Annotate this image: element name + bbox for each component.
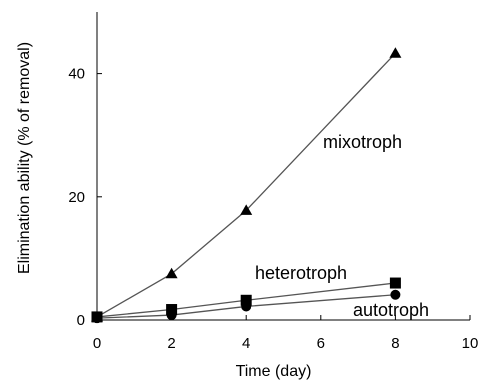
data-point-mixotroph <box>240 204 253 215</box>
x-tick-label: 8 <box>391 335 399 352</box>
x-tick-label: 10 <box>462 335 479 352</box>
axes <box>96 12 470 321</box>
series-line-heterotroph <box>96 282 396 318</box>
series-label-heterotroph: heterotroph <box>255 263 347 283</box>
series-points <box>91 47 402 324</box>
data-point-autotroph <box>166 310 177 321</box>
x-tick-label: 4 <box>242 335 250 352</box>
series-line-mixotroph <box>96 52 396 318</box>
data-point-heterotroph <box>166 304 178 316</box>
data-point-autotroph <box>241 301 252 312</box>
data-point-autotroph <box>92 313 102 324</box>
x-tick-label: 0 <box>93 335 101 352</box>
series-lines <box>96 52 396 319</box>
y-ticks: 0 20 40 <box>68 66 102 329</box>
series-labels: mixotroph heterotroph autotroph <box>255 132 429 320</box>
data-point-heterotroph <box>240 294 252 306</box>
series-line-autotroph <box>96 294 396 319</box>
y-tick-label: 40 <box>68 66 85 83</box>
data-point-autotroph <box>390 289 401 300</box>
x-tick-label: 2 <box>167 335 175 352</box>
data-point-mixotroph <box>389 47 402 58</box>
series-label-mixotroph: mixotroph <box>323 132 402 152</box>
x-ticks: 0 2 4 6 8 10 <box>93 315 479 352</box>
x-tick-label: 6 <box>317 335 325 352</box>
y-axis-title: Elimination ability (% of removal) <box>16 42 33 274</box>
data-point-mixotroph <box>165 267 178 279</box>
y-tick-label: 20 <box>68 189 85 206</box>
series-label-autotroph: autotroph <box>353 300 429 320</box>
y-tick-label: 0 <box>77 312 85 329</box>
data-point-heterotroph <box>389 277 401 289</box>
x-axis-title: Time (day) <box>236 363 312 380</box>
